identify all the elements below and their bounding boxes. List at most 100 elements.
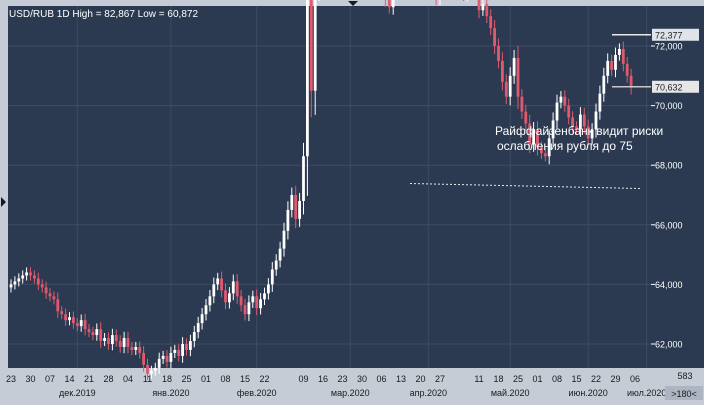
x-day-label: 25 (181, 374, 191, 384)
candle (586, 119, 590, 146)
candle (161, 350, 165, 364)
candle (579, 107, 582, 137)
candle-body (107, 338, 110, 344)
candle-body (231, 281, 235, 294)
candle (21, 270, 25, 284)
candle-body (189, 341, 192, 350)
candle-body (29, 272, 32, 276)
candle-body (508, 75, 512, 97)
candle-body (602, 75, 606, 94)
candle-body (235, 281, 239, 297)
candle-body (309, 0, 313, 91)
x-day-label: 20 (415, 374, 425, 384)
candle (60, 306, 64, 320)
candle-body (582, 114, 586, 127)
price-tag-bg (652, 80, 699, 93)
candle (606, 53, 610, 84)
candle (189, 334, 192, 357)
candle-body (204, 305, 208, 315)
candle (72, 311, 75, 329)
candle-body (173, 349, 177, 353)
candle-body (9, 284, 13, 288)
x-day-label: 08 (552, 374, 562, 384)
candle (485, 0, 489, 24)
candle (224, 283, 227, 310)
candle-body (103, 338, 106, 342)
x-day-label: 11 (143, 374, 152, 384)
x-day-label: 15 (571, 374, 581, 384)
candle (142, 346, 145, 372)
scroll-top-icon[interactable] (348, 1, 358, 6)
candle-body (485, 4, 489, 17)
candle-body (629, 75, 633, 88)
candle-body (40, 284, 44, 288)
candle-body (267, 284, 270, 294)
candle-body (504, 81, 508, 97)
candle (231, 274, 235, 301)
candle (68, 312, 71, 326)
candle-body (111, 335, 114, 344)
candle-body (181, 344, 184, 356)
candle (520, 89, 524, 120)
candle-body (157, 358, 161, 368)
candle (173, 344, 177, 359)
x-day-label: 14 (64, 374, 74, 384)
candle (192, 325, 196, 348)
candle-body (150, 370, 153, 374)
candle-body (247, 302, 251, 315)
range-button-bg[interactable] (665, 386, 703, 400)
candle-body (489, 16, 493, 29)
price-axis-ticks: 62,00064,00066,00068,00070,00072,00074,0… (651, 42, 683, 350)
candle-body (263, 293, 266, 300)
candle-body (551, 120, 555, 139)
candle (625, 57, 629, 83)
candle-body (91, 332, 95, 336)
candle (536, 121, 539, 156)
candle (52, 291, 56, 305)
candle (294, 185, 298, 229)
candle-body (134, 346, 138, 350)
scroll-left-icon[interactable] (1, 197, 6, 207)
x-day-label: 30 (357, 374, 367, 384)
candle (559, 90, 563, 109)
candle (306, 0, 309, 196)
candle-body (586, 126, 590, 139)
candle (575, 121, 578, 135)
candle-body (224, 290, 227, 303)
x-month-label: янв.2020 (152, 388, 189, 398)
x-month-label: май.2020 (491, 388, 530, 398)
price-tag-bg (652, 28, 699, 41)
candle (130, 341, 134, 356)
candle (216, 272, 220, 291)
x-day-label: 28 (103, 374, 113, 384)
candle (489, 9, 493, 35)
candle (282, 222, 286, 257)
x-day-label: 04 (123, 374, 133, 384)
candle (200, 307, 204, 330)
candle (274, 254, 278, 276)
candle (239, 290, 243, 312)
candle-series (9, 0, 633, 381)
candle (563, 90, 567, 112)
candle (204, 299, 208, 321)
candle (481, 0, 485, 16)
candle (79, 314, 83, 332)
candle-body (282, 230, 286, 249)
candle-body (48, 293, 52, 297)
candle-body (298, 200, 301, 219)
chart-caption: USD/RUB 1D High = 82,867 Low = 60,872 (9, 9, 198, 20)
x-day-label: 13 (396, 374, 406, 384)
price-axis (651, 6, 704, 368)
candle-body (52, 296, 56, 300)
candle-body (36, 278, 40, 285)
candle-body (122, 338, 126, 347)
x-day-label: 18 (493, 374, 503, 384)
x-day-label: 22 (591, 374, 601, 384)
range-button[interactable]: >180< (671, 389, 697, 399)
candle-body (165, 355, 169, 362)
candle (48, 288, 52, 302)
candle-body (512, 57, 516, 76)
candle (497, 38, 500, 69)
